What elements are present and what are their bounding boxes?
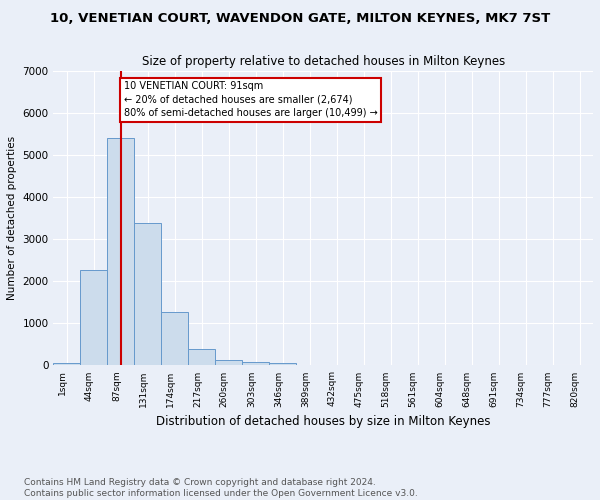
- Bar: [161, 312, 188, 366]
- Bar: [215, 360, 242, 366]
- Bar: [80, 270, 107, 366]
- Bar: [134, 224, 161, 366]
- X-axis label: Distribution of detached houses by size in Milton Keynes: Distribution of detached houses by size …: [156, 415, 491, 428]
- Text: 10 VENETIAN COURT: 91sqm
← 20% of detached houses are smaller (2,674)
80% of sem: 10 VENETIAN COURT: 91sqm ← 20% of detach…: [124, 82, 377, 118]
- Bar: [53, 364, 80, 366]
- Y-axis label: Number of detached properties: Number of detached properties: [7, 136, 17, 300]
- Bar: [242, 362, 269, 366]
- Text: Contains HM Land Registry data © Crown copyright and database right 2024.
Contai: Contains HM Land Registry data © Crown c…: [24, 478, 418, 498]
- Title: Size of property relative to detached houses in Milton Keynes: Size of property relative to detached ho…: [142, 56, 505, 68]
- Text: 10, VENETIAN COURT, WAVENDON GATE, MILTON KEYNES, MK7 7ST: 10, VENETIAN COURT, WAVENDON GATE, MILTO…: [50, 12, 550, 26]
- Bar: [269, 364, 296, 366]
- Bar: [107, 138, 134, 366]
- Bar: [188, 350, 215, 366]
